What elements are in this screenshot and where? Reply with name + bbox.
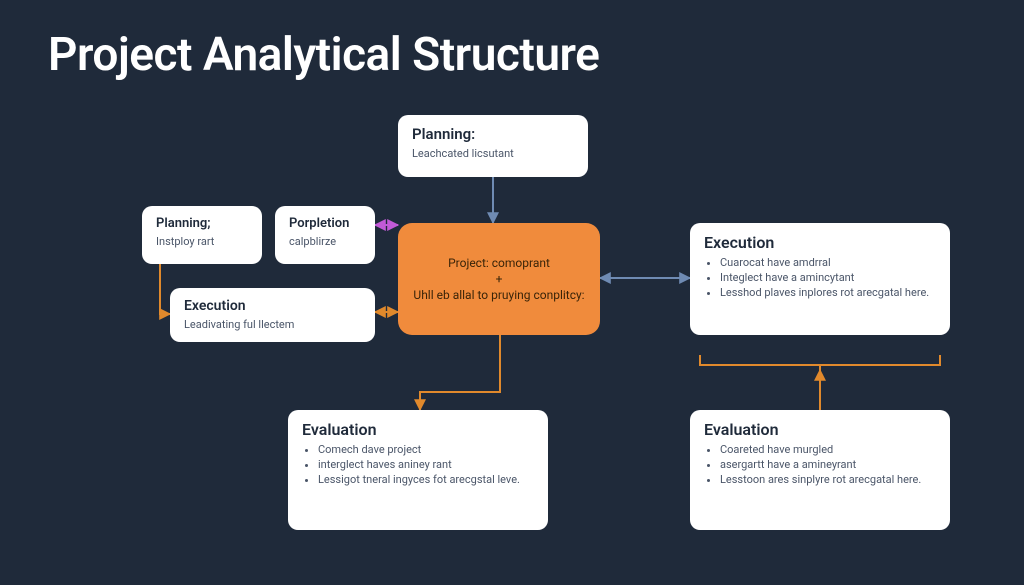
edge-center-down: [420, 335, 500, 410]
bullet-item: Lesshod plaves inplores rot arecgatal he…: [720, 286, 936, 301]
center-line3: Uhll eb allal to pruying conplitcy:: [413, 287, 584, 303]
node-subtitle: Instploy rart: [156, 235, 248, 249]
node-porpletion: Porpletion calpblirze: [275, 206, 375, 264]
node-execution-left: Execution Leadivating ful llectem: [170, 288, 375, 342]
page-title: Project Analytical Structure: [48, 28, 599, 82]
node-subtitle: Leachcated licsutant: [412, 147, 574, 161]
edge-planningleft-down: [160, 264, 170, 314]
node-subtitle: Leadivating ful llectem: [184, 318, 361, 332]
node-planning-top: Planning: Leachcated licsutant: [398, 115, 588, 177]
node-title: Planning;: [156, 216, 248, 231]
bullet-item: Cuarocat have amdrral: [720, 256, 936, 271]
center-line2: +: [496, 271, 503, 287]
bullet-item: Lessigot tneral ingyces fot arecgstal le…: [318, 473, 534, 488]
node-title: Porpletion: [289, 216, 361, 231]
node-center: Project: comoprant + Uhll eb allal to pr…: [398, 223, 600, 335]
bullet-item: Integlect have a amincytant: [720, 271, 936, 286]
node-title: Evaluation: [302, 420, 534, 439]
bullet-item: Lesstoon ares sinplyre rot arecgatal her…: [720, 473, 936, 488]
node-bullets: Coareted have murgledasergartt have a am…: [704, 443, 936, 488]
node-title: Planning:: [412, 125, 574, 143]
node-bullets: Comech dave projectinterglect haves anin…: [302, 443, 534, 488]
bullet-item: Coareted have murgled: [720, 443, 936, 458]
node-subtitle: calpblirze: [289, 235, 361, 249]
node-execution-right: Execution Cuarocat have amdrralInteglect…: [690, 223, 950, 335]
bullet-item: interglect haves aniney rant: [318, 458, 534, 473]
diagram-canvas: Project Analytical Structure Planning: L…: [0, 0, 1024, 585]
bullet-item: asergartt have a amineyrant: [720, 458, 936, 473]
bullet-item: Comech dave project: [318, 443, 534, 458]
node-title: Execution: [704, 233, 936, 252]
node-evaluation-left: Evaluation Comech dave projectinterglect…: [288, 410, 548, 530]
node-evaluation-right: Evaluation Coareted have murgledasergart…: [690, 410, 950, 530]
edge-execright-bracket: [700, 355, 940, 365]
center-line1: Project: comoprant: [448, 255, 550, 271]
node-title: Evaluation: [704, 420, 936, 439]
node-title: Execution: [184, 298, 361, 314]
node-planning-left: Planning; Instploy rart: [142, 206, 262, 264]
node-bullets: Cuarocat have amdrralInteglect have a am…: [704, 256, 936, 301]
